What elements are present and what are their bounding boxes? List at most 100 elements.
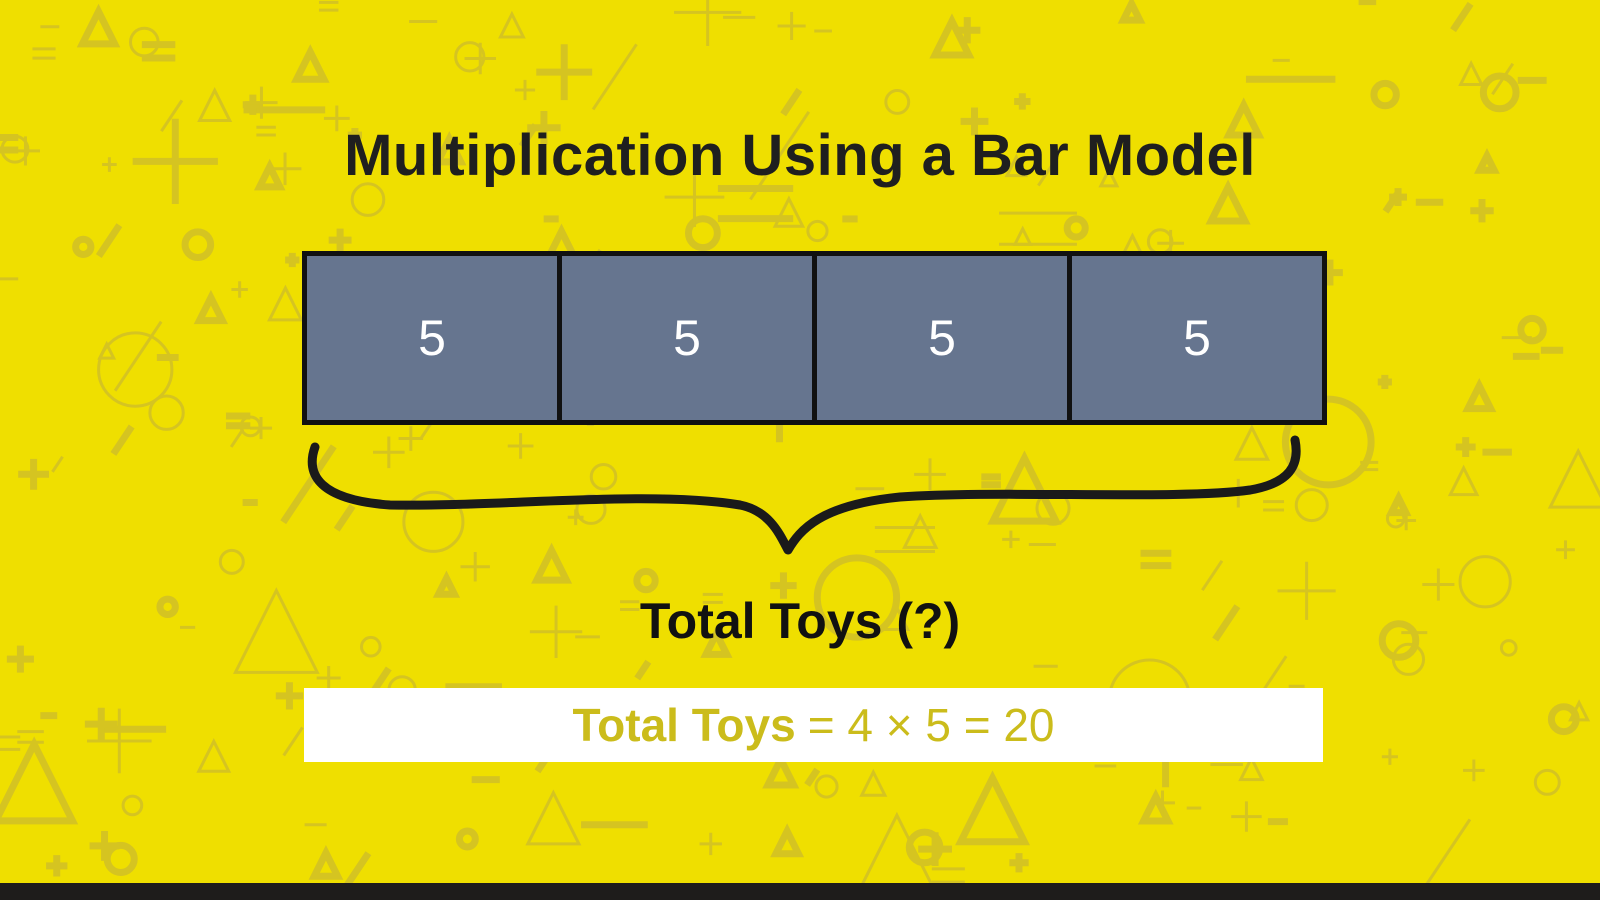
pattern-symbol [193,289,229,325]
pattern-symbol [1499,639,1518,657]
pattern-symbol [402,490,465,553]
pattern-symbol [245,86,278,119]
pattern-symbol [51,455,64,473]
pattern-symbol [17,730,44,744]
pattern-symbol [1012,225,1033,246]
pattern-symbol [525,789,582,846]
pattern-symbol [536,44,593,101]
pattern-symbol [955,770,1031,846]
curly-brace [307,435,1301,555]
pattern-symbol [110,424,135,456]
pattern-symbol [1455,437,1476,457]
pattern-symbol [454,41,486,73]
pattern-symbol [1121,232,1144,254]
pattern-symbol [0,736,79,825]
pattern-symbol [1377,374,1392,390]
pattern-symbol [633,567,659,594]
pattern-symbol [702,592,723,604]
pattern-symbol [1462,378,1497,413]
pattern-symbol [1294,488,1329,523]
pattern-symbol [1391,642,1426,676]
pattern-symbol [960,107,989,136]
pattern-symbol [664,167,725,228]
pattern-symbol [95,223,123,259]
pattern-symbol [102,157,117,172]
pattern-symbol [1556,540,1575,560]
pattern-symbol [1205,179,1251,225]
pattern-symbol [87,708,152,774]
pattern-symbol [684,215,721,252]
pattern-symbol [498,10,526,39]
pattern-symbol [181,228,215,261]
pattern-symbol [531,542,573,584]
pattern-symbol [1201,560,1224,592]
pattern-symbol [160,99,184,133]
pattern-symbol [256,125,276,137]
pattern-symbol [981,473,1001,489]
pattern-symbol [717,185,794,223]
slide-title: Multiplication Using a Bar Model [344,123,1256,188]
pattern-symbol [32,47,56,60]
pattern-symbol [804,767,821,787]
pattern-symbol [242,94,263,115]
pattern-symbol [859,768,888,797]
answer-lhs: Total Toys [572,699,796,751]
pattern-symbol [1425,818,1472,883]
pattern-symbol [591,43,638,111]
pattern-symbol [814,774,839,799]
pattern-symbol [196,737,232,773]
pattern-symbol [1385,490,1412,517]
pattern-symbol [1037,156,1059,187]
answer-box: Total Toys = 4 × 5 = 20 [304,688,1323,762]
pattern-symbol [6,645,34,673]
pattern-symbol [218,548,245,575]
pattern-symbol [806,219,829,243]
pattern-symbol [699,832,722,856]
pattern-symbol [813,554,901,641]
pattern-symbol [770,823,805,858]
pattern-symbol [762,751,800,789]
bar-cell: 5 [817,256,1067,420]
pattern-symbol [777,11,806,41]
pattern-symbol [1479,72,1520,113]
pattern-symbol [1281,395,1375,489]
pattern-symbol [280,444,337,525]
bar-model: 5 5 5 5 [302,251,1327,425]
pattern-symbol [84,707,118,741]
pattern-symbol [1231,801,1262,832]
pattern-symbol [225,412,251,430]
pattern-symbol [398,426,424,451]
pattern-symbol [460,552,490,582]
pattern-symbol [1458,60,1485,86]
pattern-symbol [527,110,561,145]
bar-cell: 5 [562,256,812,420]
pattern-symbol [589,462,618,491]
pattern-symbol [1002,530,1020,549]
pattern-symbol [905,828,944,867]
pattern-symbol [275,682,304,710]
pattern-symbol [881,602,911,631]
pattern-symbol [1063,215,1089,241]
pattern-symbol [861,811,933,883]
pattern-symbol [1238,754,1265,782]
pattern-symbol [328,228,352,252]
pattern-symbol [253,158,286,191]
pattern-symbol [141,41,176,62]
pattern-symbol [347,128,362,143]
pattern-symbol [432,570,461,598]
pattern-symbol [132,118,218,204]
pattern-symbol [1137,788,1174,825]
pattern-symbol [1463,759,1485,782]
pattern-symbol [333,503,356,532]
pattern-symbol [1098,166,1120,188]
pattern-symbol [360,635,382,658]
pattern-symbol [931,867,965,883]
pattern-symbol [1117,0,1146,24]
pattern-symbol [902,512,939,549]
pattern-symbol [113,320,163,392]
pattern-symbol [1263,500,1285,512]
pattern-symbol [1370,79,1400,110]
pattern-symbol [231,281,248,298]
pattern-symbol [700,625,733,658]
